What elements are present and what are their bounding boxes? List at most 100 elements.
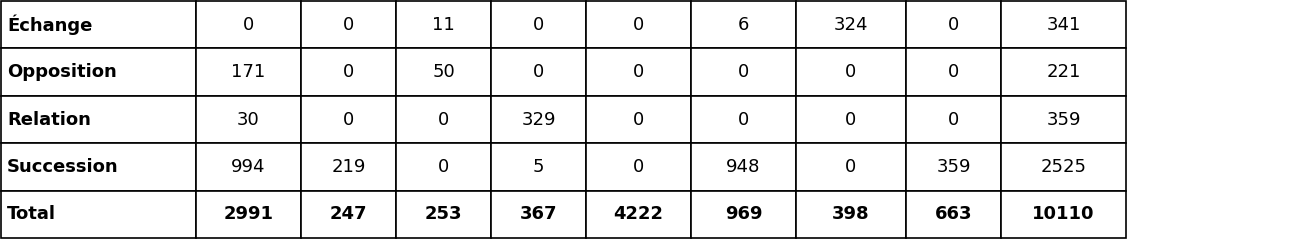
Bar	[301, 143, 396, 190]
Bar	[1, 190, 196, 238]
Text: 341: 341	[1047, 16, 1081, 34]
Text: 2991: 2991	[224, 205, 274, 223]
Bar	[301, 1, 396, 49]
Bar	[396, 49, 491, 96]
Text: 0: 0	[242, 16, 254, 34]
Text: 359: 359	[937, 158, 971, 176]
Text: 969: 969	[724, 205, 762, 223]
Bar	[396, 143, 491, 190]
Bar	[690, 190, 796, 238]
Text: 0: 0	[738, 63, 749, 81]
Bar	[1001, 1, 1127, 49]
Text: 0: 0	[438, 158, 449, 176]
Text: Opposition: Opposition	[7, 63, 117, 81]
Bar	[1, 49, 196, 96]
Bar	[1001, 190, 1127, 238]
Text: Total: Total	[7, 205, 56, 223]
Text: 0: 0	[438, 110, 449, 129]
Text: 30: 30	[237, 110, 259, 129]
Text: 0: 0	[343, 16, 354, 34]
Bar	[1, 1, 196, 49]
Bar	[907, 143, 1001, 190]
Text: 4222: 4222	[613, 205, 663, 223]
Bar	[690, 49, 796, 96]
Text: 6: 6	[738, 16, 749, 34]
Bar	[1001, 49, 1127, 96]
Bar	[491, 96, 586, 143]
Bar	[796, 49, 907, 96]
Bar	[1001, 143, 1127, 190]
Bar	[301, 190, 396, 238]
Bar	[1001, 96, 1127, 143]
Text: 398: 398	[832, 205, 870, 223]
Text: 0: 0	[633, 63, 645, 81]
Text: 171: 171	[232, 63, 266, 81]
Text: 5: 5	[533, 158, 544, 176]
Bar	[396, 190, 491, 238]
Bar	[586, 1, 690, 49]
Text: Succession: Succession	[7, 158, 119, 176]
Text: 0: 0	[948, 16, 959, 34]
Bar	[1, 143, 196, 190]
Text: 359: 359	[1047, 110, 1081, 129]
Text: 0: 0	[343, 63, 354, 81]
Bar	[586, 143, 690, 190]
Text: 0: 0	[845, 158, 857, 176]
Text: 221: 221	[1047, 63, 1081, 81]
Text: 0: 0	[948, 110, 959, 129]
Text: 0: 0	[533, 63, 544, 81]
Text: 247: 247	[330, 205, 367, 223]
Text: 994: 994	[232, 158, 266, 176]
Bar	[796, 143, 907, 190]
Bar	[586, 96, 690, 143]
Bar	[796, 1, 907, 49]
Bar	[690, 143, 796, 190]
Bar	[907, 1, 1001, 49]
Text: 0: 0	[633, 158, 645, 176]
Text: 367: 367	[520, 205, 557, 223]
Text: Relation: Relation	[7, 110, 90, 129]
Text: 0: 0	[633, 16, 645, 34]
Bar	[196, 143, 301, 190]
Bar	[196, 190, 301, 238]
Bar	[907, 49, 1001, 96]
Text: 10110: 10110	[1032, 205, 1095, 223]
Text: 0: 0	[633, 110, 645, 129]
Bar	[491, 1, 586, 49]
Bar	[301, 49, 396, 96]
Bar	[491, 190, 586, 238]
Bar	[796, 190, 907, 238]
Text: 0: 0	[343, 110, 354, 129]
Text: 253: 253	[424, 205, 462, 223]
Text: 0: 0	[533, 16, 544, 34]
Text: 948: 948	[726, 158, 761, 176]
Text: 0: 0	[845, 63, 857, 81]
Bar	[690, 96, 796, 143]
Bar	[196, 96, 301, 143]
Text: 663: 663	[935, 205, 972, 223]
Bar	[491, 49, 586, 96]
Bar	[196, 1, 301, 49]
Bar	[796, 96, 907, 143]
Text: 0: 0	[845, 110, 857, 129]
Text: 219: 219	[331, 158, 365, 176]
Bar	[907, 190, 1001, 238]
Text: 0: 0	[948, 63, 959, 81]
Bar	[396, 1, 491, 49]
Bar	[491, 143, 586, 190]
Bar	[586, 49, 690, 96]
Text: 50: 50	[432, 63, 455, 81]
Text: 0: 0	[738, 110, 749, 129]
Bar	[907, 96, 1001, 143]
Bar	[396, 96, 491, 143]
Text: 324: 324	[833, 16, 869, 34]
Text: 11: 11	[432, 16, 455, 34]
Bar	[1, 96, 196, 143]
Bar	[196, 49, 301, 96]
Text: 329: 329	[521, 110, 555, 129]
Text: Échange: Échange	[7, 14, 93, 35]
Bar	[690, 1, 796, 49]
Bar	[301, 96, 396, 143]
Text: 2525: 2525	[1040, 158, 1086, 176]
Bar	[586, 190, 690, 238]
